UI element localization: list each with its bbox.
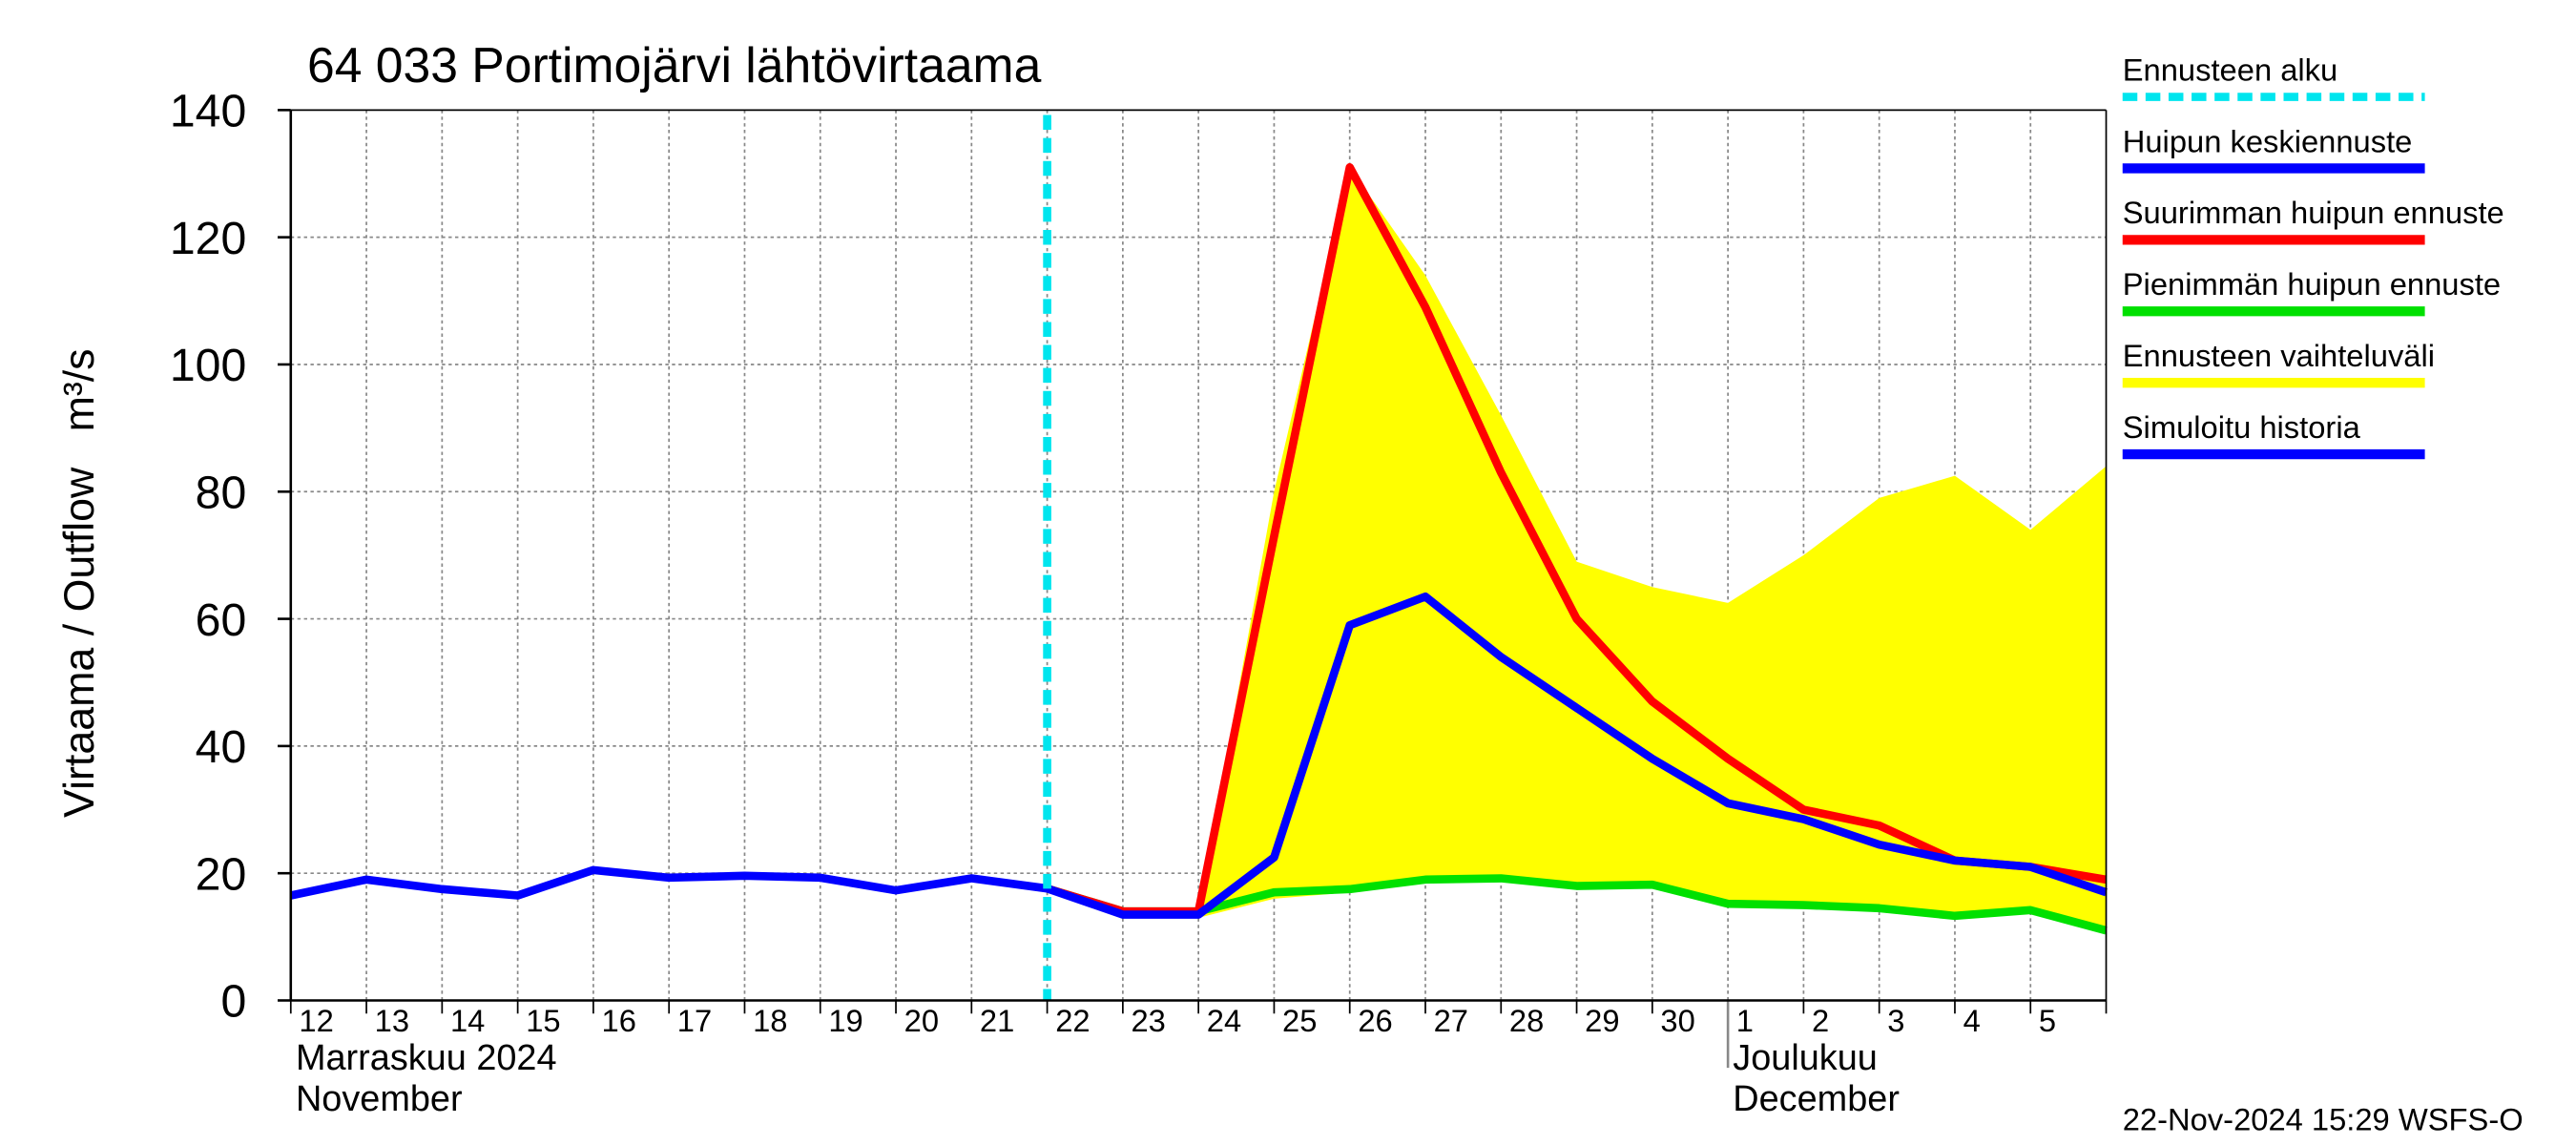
x-tick-label: 13 <box>375 1003 409 1038</box>
legend-label: Ennusteen vaihteluväli <box>2123 338 2435 373</box>
chart-title: 64 033 Portimojärvi lähtövirtaama <box>307 37 1042 93</box>
x-tick-label: 15 <box>526 1003 560 1038</box>
x-tick-label: 20 <box>904 1003 939 1038</box>
y-tick-label: 140 <box>170 86 246 137</box>
legend-label: Suurimman huipun ennuste <box>2123 195 2504 230</box>
x-tick-label: 21 <box>980 1003 1014 1038</box>
x-tick-label: 26 <box>1358 1003 1392 1038</box>
legend-label: Pienimmän huipun ennuste <box>2123 266 2501 302</box>
x-tick-label: 14 <box>450 1003 485 1038</box>
x-tick-label: 1 <box>1736 1003 1754 1038</box>
x-tick-label: 28 <box>1509 1003 1544 1038</box>
y-tick-label: 80 <box>196 467 247 518</box>
footer: 22-Nov-2024 15:29 WSFS-O <box>2123 1102 2524 1137</box>
legend-label: Simuloitu historia <box>2123 409 2361 445</box>
y-tick-label: 100 <box>170 340 246 391</box>
x-tick-label: 29 <box>1585 1003 1619 1038</box>
legend-label: Ennusteen alku <box>2123 52 2337 87</box>
x-tick-label: 25 <box>1282 1003 1317 1038</box>
series-line <box>1046 874 2108 935</box>
series-line <box>1046 163 2108 916</box>
x-tick-label: 17 <box>677 1003 712 1038</box>
y-tick-label: 60 <box>196 594 247 646</box>
x-tick-label: 22 <box>1055 1003 1090 1038</box>
x-tick-label: 3 <box>1887 1003 1904 1038</box>
x-tick-label: 2 <box>1812 1003 1829 1038</box>
x-tick-label: 24 <box>1207 1003 1241 1038</box>
y-tick-label: 20 <box>196 848 247 900</box>
x-tick-label: 4 <box>1963 1003 1981 1038</box>
y-axis-label: Virtaama / Outflow m³/s <box>55 348 103 818</box>
series-line <box>289 865 1049 900</box>
x-tick-label: 18 <box>753 1003 787 1038</box>
month-label: December <box>1733 1079 1900 1119</box>
x-tick-label: 30 <box>1660 1003 1694 1038</box>
x-tick-label: 19 <box>828 1003 862 1038</box>
x-tick-label: 16 <box>602 1003 636 1038</box>
x-tick-label: 27 <box>1434 1003 1468 1038</box>
legend-label: Huipun keskiennuste <box>2123 123 2413 158</box>
x-tick-label: 5 <box>2039 1003 2056 1038</box>
x-tick-label: 23 <box>1131 1003 1165 1038</box>
y-tick-label: 0 <box>220 976 246 1028</box>
y-tick-label: 120 <box>170 213 246 264</box>
month-label: Marraskuu 2024 <box>296 1038 557 1078</box>
y-tick-label: 40 <box>196 721 247 773</box>
series-line <box>1046 592 2108 919</box>
month-label: Joulukuu <box>1733 1038 1878 1078</box>
x-tick-label: 12 <box>299 1003 333 1038</box>
month-label: November <box>296 1079 463 1119</box>
